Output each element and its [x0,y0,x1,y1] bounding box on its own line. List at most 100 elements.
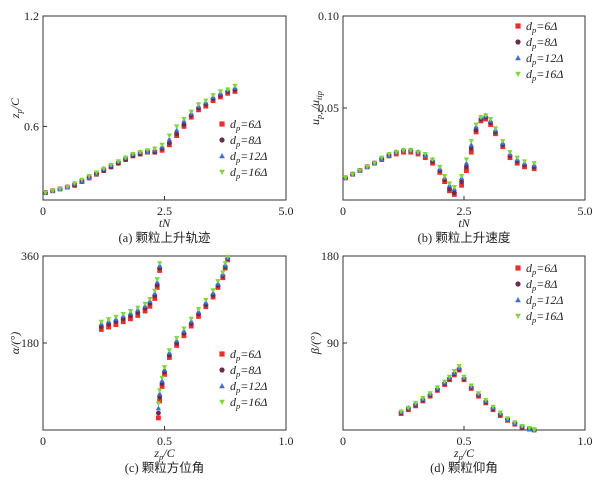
data-point [483,113,489,119]
data-point [188,316,194,322]
x-tick-label: 0.5 [457,434,472,448]
legend-marker [515,265,521,271]
data-point [157,388,163,394]
data-point [514,155,520,161]
legend-label: dp=8Δ [526,277,557,293]
series-1 [343,116,537,197]
data-point [166,136,172,142]
data-point [120,311,126,317]
panel-caption: (a) 颗粒上升轨迹 [119,230,211,245]
data-point [142,308,148,314]
series-4 [98,254,231,407]
data-point [408,148,414,154]
data-point [93,170,100,176]
legend-marker [219,121,225,127]
series-4 [42,83,238,196]
data-point [526,426,532,431]
legend-marker [515,297,521,303]
data-point [162,372,167,377]
data-point [181,333,187,339]
data-point [400,148,407,154]
data-point [468,139,474,144]
data-point [157,398,163,404]
y-axis-label: up,z/utip [308,91,324,125]
data-point [531,427,537,433]
legend-label: dp=8Δ [230,133,261,149]
data-point [113,322,119,328]
x-tick-label: 5.0 [578,204,593,218]
data-point [225,87,231,93]
data-point [451,368,457,374]
data-point [156,410,161,416]
data-point [147,303,153,309]
data-point [364,164,370,170]
data-point [166,133,172,139]
data-point [459,179,464,185]
data-point [181,326,187,332]
legend-label: dp=12Δ [526,51,563,67]
data-point [468,149,474,155]
x-axis-label: tN [458,216,470,230]
data-point [210,93,216,98]
data-point [115,159,121,165]
data-point [357,168,363,174]
data-point [155,405,162,411]
data-point [156,415,161,421]
data-point [159,142,165,148]
data-point [468,146,474,151]
data-point [142,301,148,307]
data-point [429,157,436,163]
legend-marker [515,71,521,77]
legend-marker [515,313,521,319]
data-point [188,109,194,115]
data-point [108,163,114,168]
data-point [181,122,187,127]
data-point [464,164,469,170]
data-point [490,404,496,410]
data-point [188,323,194,329]
series-2 [43,87,238,196]
data-point [521,159,528,165]
data-point [98,327,104,332]
data-point [398,409,404,415]
y-tick-label: 0.05 [318,101,339,115]
data-point [475,391,482,397]
data-point [152,296,158,301]
data-point [210,288,216,294]
x-tick-label: 5.0 [279,204,294,218]
legend-marker [219,383,225,389]
y-tick-label: 180 [21,336,39,350]
legend-label: dp=12Δ [526,293,563,309]
data-point [154,277,160,282]
data-point [155,401,162,407]
legend-marker [219,351,225,357]
legend-label: dp=16Δ [230,165,267,181]
data-point [473,122,479,128]
x-axis-label: tN [159,216,171,230]
legend-label: dp=8Δ [230,363,261,379]
data-point [195,307,202,312]
data-point [135,313,141,318]
data-point [42,190,49,196]
data-point [456,364,462,369]
legend-label: dp=6Δ [230,117,261,133]
data-point [147,296,153,302]
data-point [342,175,349,181]
x-tick-label: 2.5 [457,204,472,218]
series-3 [42,85,238,195]
data-point [174,131,180,137]
data-point [420,396,426,401]
data-point [463,160,470,166]
data-point [166,348,172,354]
data-point [101,166,107,172]
data-point [166,140,172,146]
data-point [458,174,465,179]
data-point [507,150,513,155]
data-point [442,379,448,385]
data-point [174,343,180,348]
data-point [483,397,489,403]
panel-caption: (c) 颗粒方位角 [125,460,205,475]
